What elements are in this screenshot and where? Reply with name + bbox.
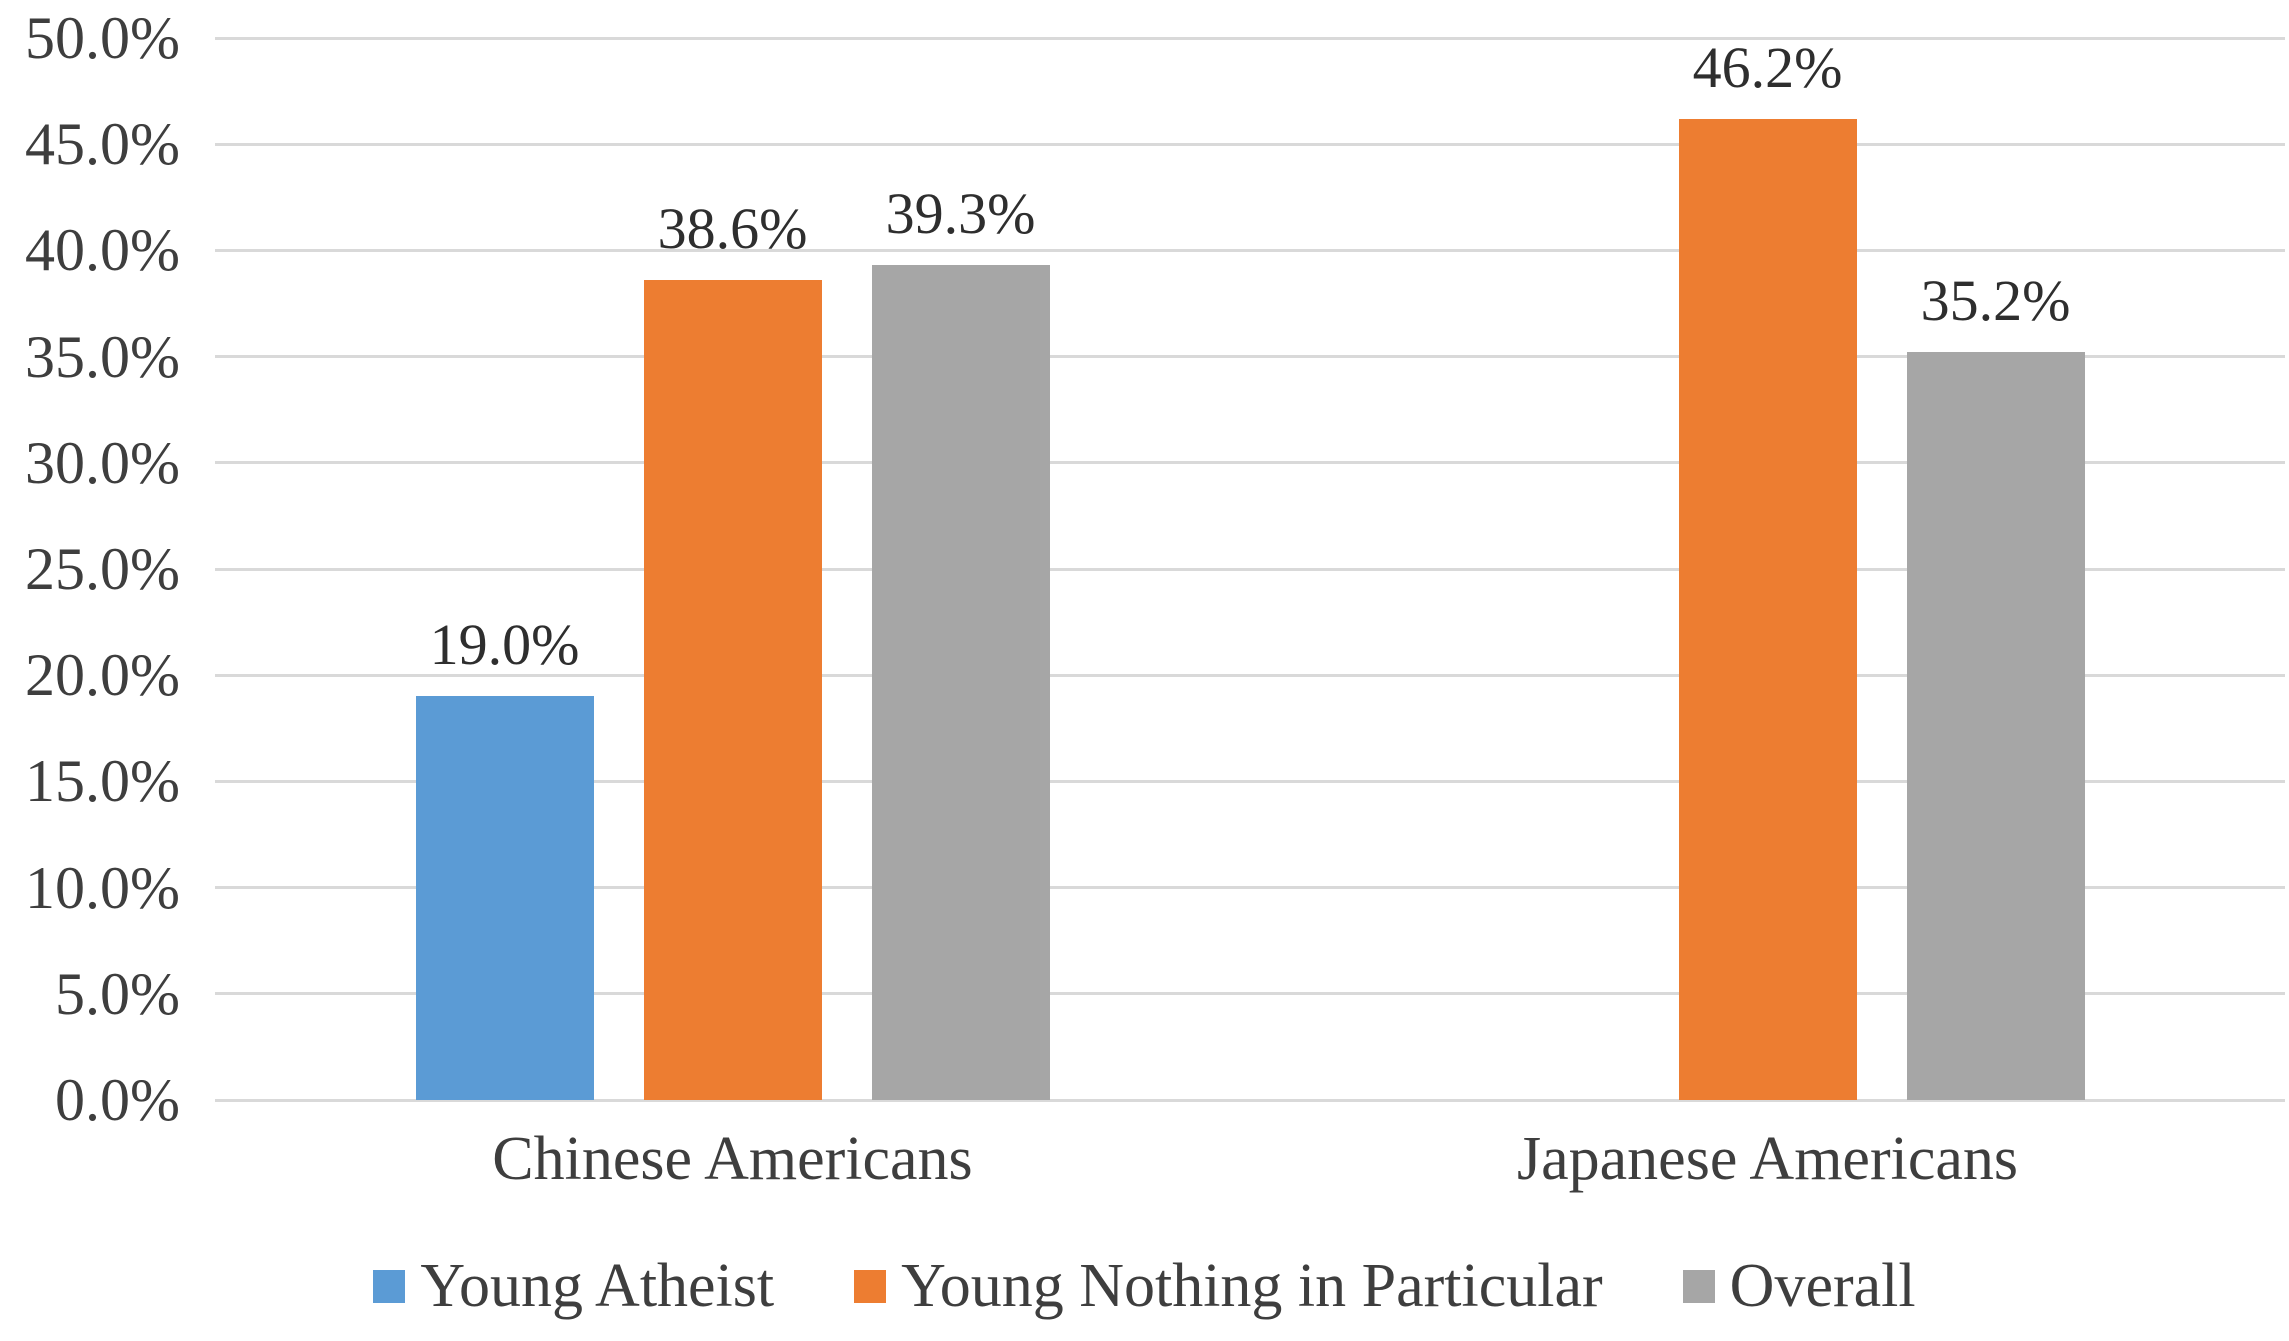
gridline — [215, 567, 2285, 571]
y-axis-tick-label: 25.0% — [25, 536, 180, 602]
gridline — [215, 36, 2285, 40]
bar-young-nothing-in-particular — [1678, 118, 1857, 1100]
data-label: 39.3% — [885, 181, 1036, 247]
y-axis-tick-label: 0.0% — [55, 1067, 180, 1133]
data-label: 38.6% — [657, 196, 808, 262]
gridline — [215, 355, 2285, 359]
legend: Young Atheist Young Nothing in Particular… — [0, 1253, 2289, 1319]
legend-item-young-atheist: Young Atheist — [373, 1253, 774, 1319]
gridline — [215, 673, 2285, 677]
y-axis-tick-label: 45.0% — [25, 111, 180, 178]
gridline — [215, 248, 2285, 252]
legend-label: Young Atheist — [420, 1252, 775, 1320]
x-axis-category-label: Japanese Americans — [1517, 1125, 2018, 1193]
y-axis-tick-label: 40.0% — [25, 217, 180, 284]
gridline — [215, 779, 2285, 783]
y-axis-tick-label: 15.0% — [25, 748, 180, 815]
legend-item-young-nothing-in-particular: Young Nothing in Particular — [854, 1253, 1603, 1319]
data-label: 35.2% — [1920, 268, 2071, 334]
x-axis-category-label: Chinese Americans — [492, 1125, 973, 1193]
data-label: 46.2% — [1692, 34, 1843, 100]
y-axis-tick-label: 35.0% — [25, 323, 180, 390]
data-label: 19.0% — [429, 612, 580, 678]
bar-overall — [871, 265, 1050, 1100]
gridline — [215, 1098, 2285, 1102]
gridline — [215, 142, 2285, 146]
y-axis-tick-label: 30.0% — [25, 429, 180, 496]
bar-young-atheist — [415, 696, 594, 1100]
y-axis-tick-label: 10.0% — [25, 854, 180, 921]
legend-label: Young Nothing in Particular — [901, 1252, 1603, 1320]
gridline — [215, 992, 2285, 996]
legend-swatch-icon — [1682, 1269, 1715, 1303]
y-axis-tick-label: 20.0% — [25, 642, 180, 709]
legend-swatch-icon — [373, 1269, 406, 1303]
gridline — [215, 886, 2285, 890]
bar-overall — [1906, 352, 2085, 1100]
gridline — [215, 461, 2285, 465]
legend-item-overall: Overall — [1682, 1252, 1916, 1320]
y-axis-tick-label: 50.0% — [25, 5, 180, 71]
legend-swatch-icon — [854, 1269, 887, 1303]
bar-young-nothing-in-particular — [643, 280, 822, 1100]
legend-label: Overall — [1729, 1252, 1916, 1320]
y-axis-tick-label: 5.0% — [55, 960, 180, 1027]
